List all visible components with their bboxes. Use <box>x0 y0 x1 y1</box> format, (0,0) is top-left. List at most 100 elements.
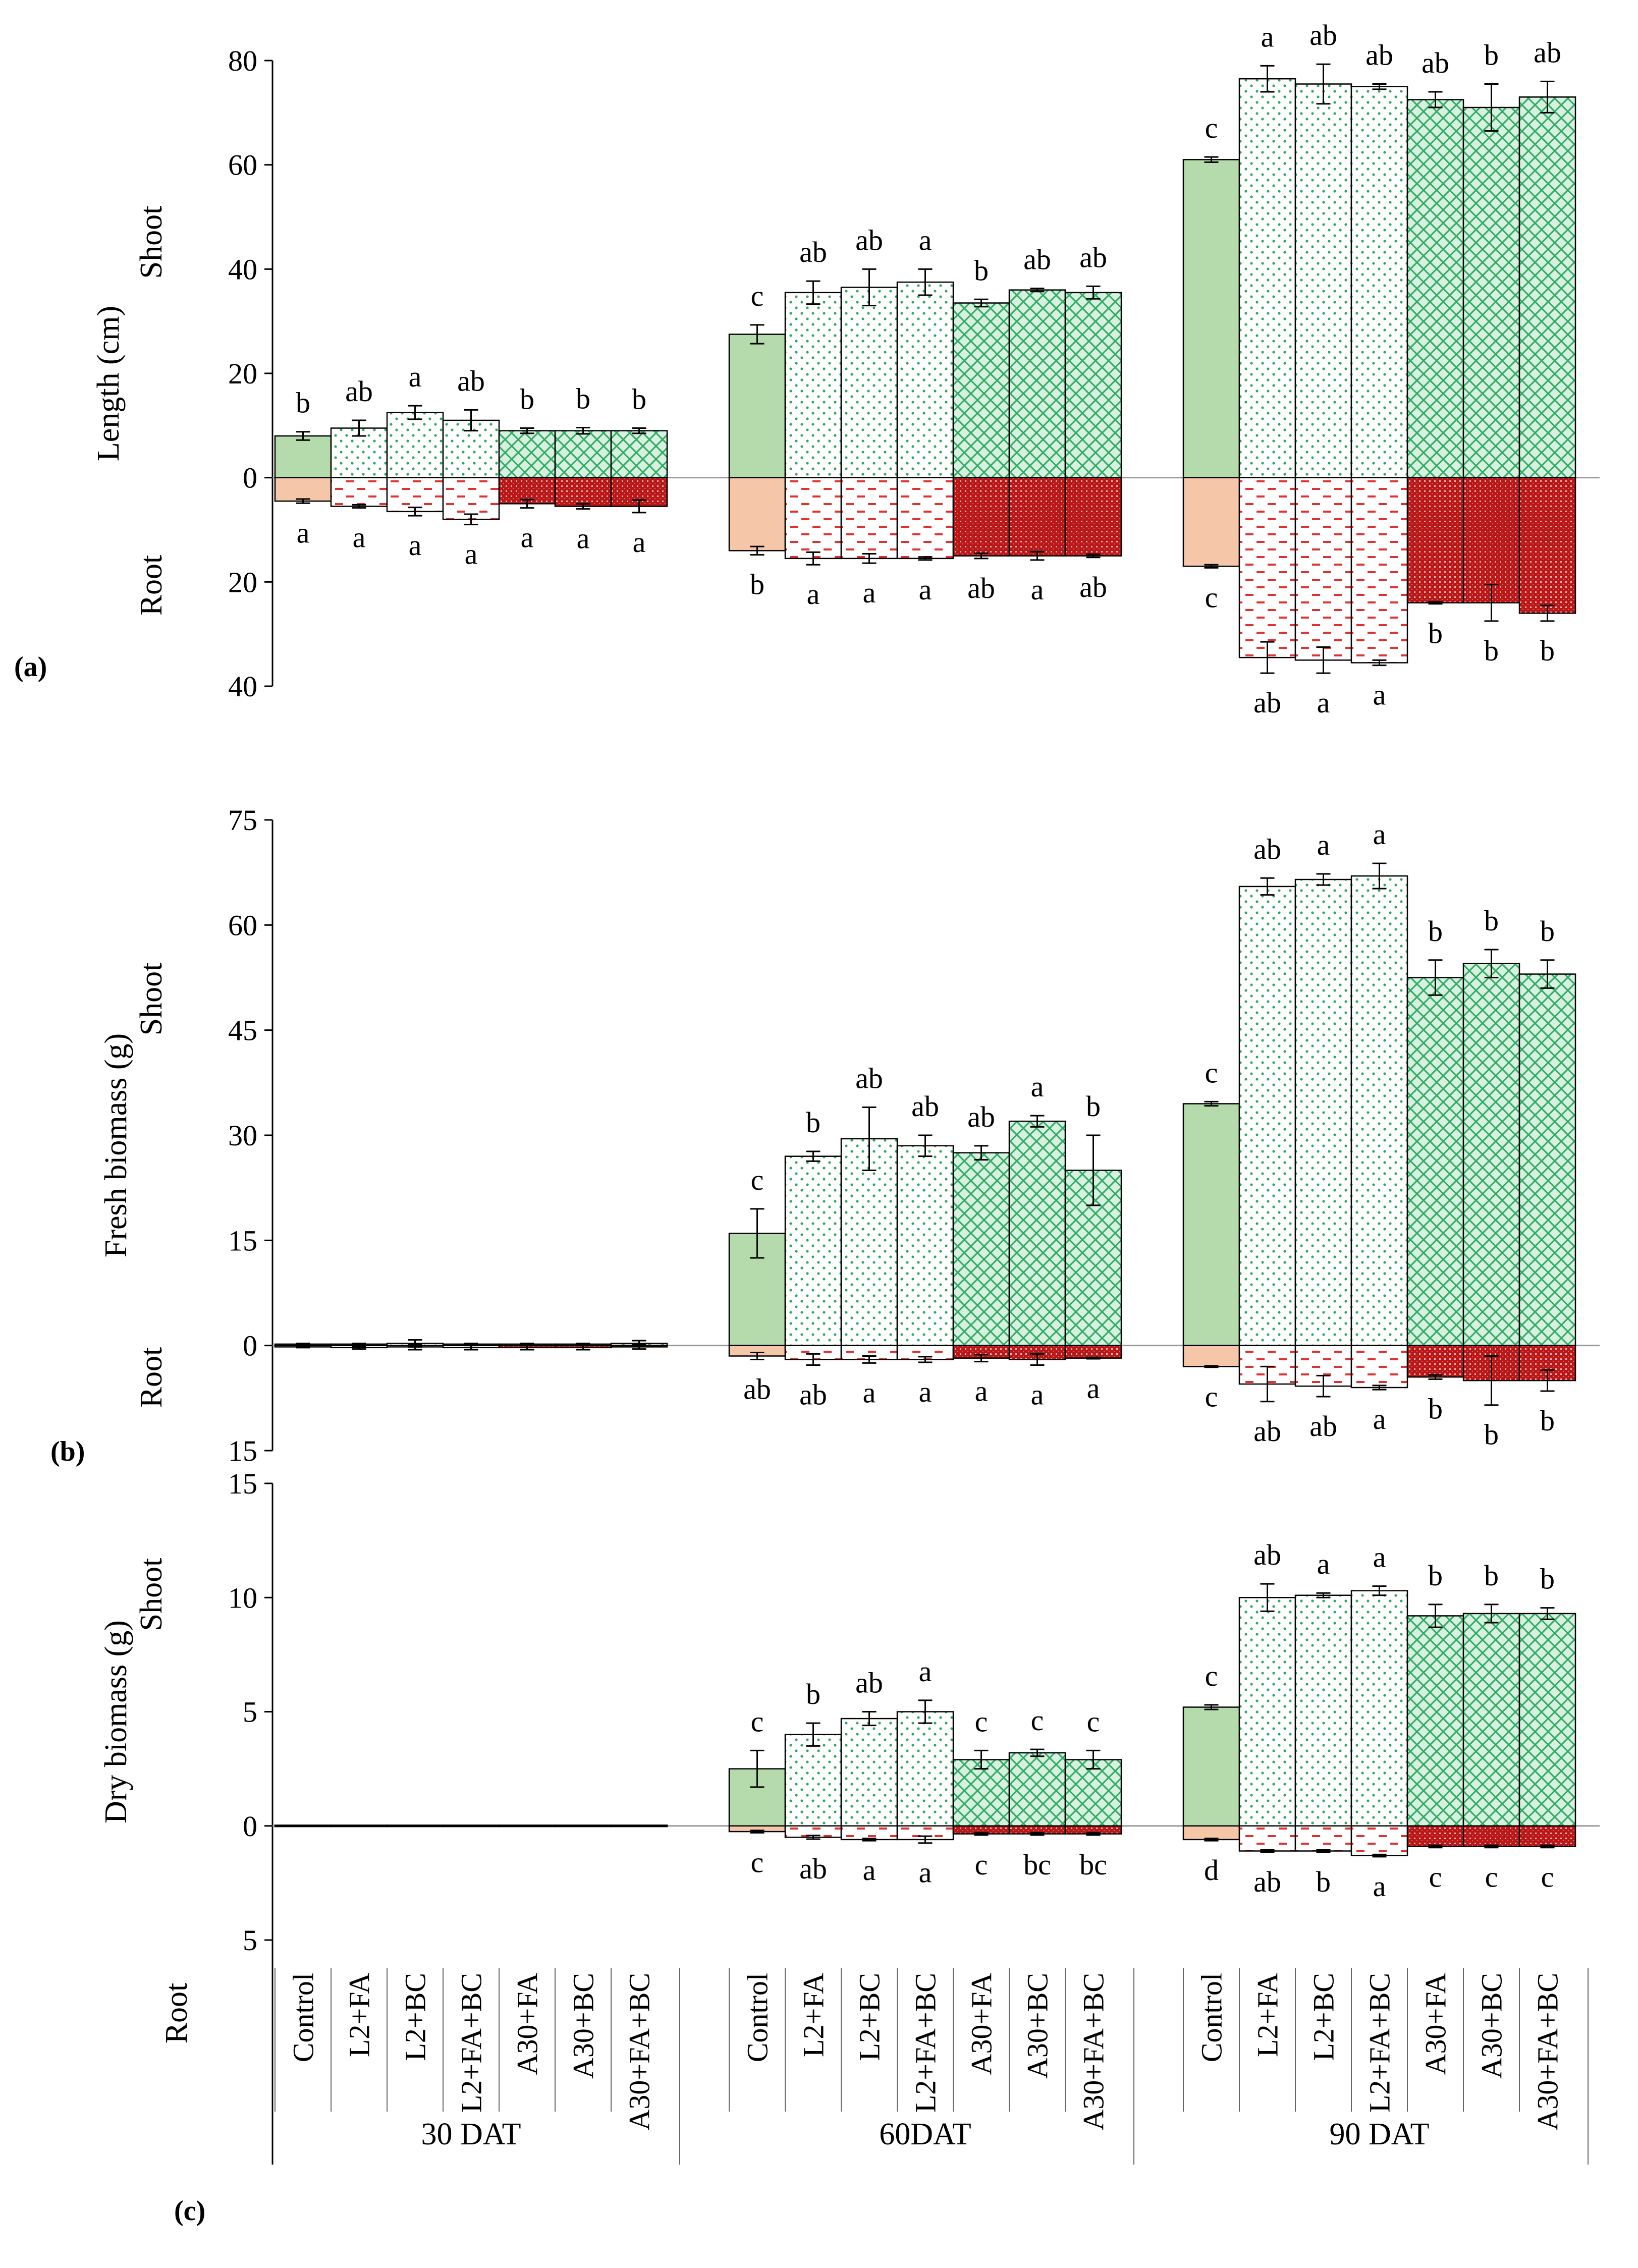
root-bar <box>1406 1825 1464 1847</box>
panel-label: (a) <box>14 651 47 683</box>
root-significance-letter: c <box>1485 1861 1498 1894</box>
shoot-bar <box>896 1145 954 1346</box>
shoot-bar <box>1350 1590 1408 1827</box>
shoot-bar <box>728 334 786 478</box>
root-significance-letter: a <box>1373 679 1386 711</box>
shoot-significance-letter: b <box>1540 1563 1555 1595</box>
root-bar <box>784 477 842 560</box>
shoot-significance-letter: b <box>1540 915 1555 948</box>
shoot-significance-letter: c <box>1205 1659 1218 1692</box>
shoot-bar <box>840 1718 898 1827</box>
category-label: Control <box>741 1973 774 2062</box>
shoot-bar <box>498 430 556 478</box>
root-bar <box>1238 477 1296 658</box>
root-significance-letter: a <box>353 521 366 554</box>
root-significance-letter: a <box>1317 686 1330 719</box>
shoot-bar <box>1518 973 1576 1346</box>
shoot-significance-letter: c <box>751 1164 764 1196</box>
shoot-significance-letter: c <box>751 280 764 312</box>
group-label: 60DAT <box>879 2117 971 2151</box>
category-label: Control <box>1195 1973 1228 2062</box>
root-bar <box>442 477 500 520</box>
root-significance-letter: a <box>1087 1372 1100 1405</box>
category-label: A30+BC <box>1476 1973 1508 2079</box>
shoot-bar <box>1350 86 1408 478</box>
y-tick-label: 15 <box>228 1467 257 1500</box>
shoot-significance-letter: ab <box>345 375 373 408</box>
root-bar <box>1182 1825 1240 1841</box>
root-bar <box>1182 477 1240 567</box>
root-significance-letter: a <box>975 1375 988 1408</box>
category-label: L2+FA <box>343 1973 376 2057</box>
y-tick-label: 20 <box>228 357 257 390</box>
shoot-significance-letter: b <box>1428 1559 1443 1592</box>
shoot-significance-letter: ab <box>855 224 883 256</box>
root-significance-letter: c <box>751 1846 764 1878</box>
shoot-label: Shoot <box>134 963 169 1036</box>
root-significance-letter: c <box>1205 581 1218 614</box>
shoot-significance-letter: ab <box>1023 243 1051 276</box>
category-axis: Control L2+FA L2+BC L2+FA+BC A30+FA A30+BC A30… <box>275 1968 1589 2165</box>
root-significance-letter: ab <box>743 1372 771 1405</box>
shoot-bar <box>896 281 954 478</box>
shoot-bar <box>386 412 444 478</box>
shoot-bar <box>1008 1120 1066 1346</box>
shoot-significance-letter: ab <box>1079 241 1107 273</box>
shoot-bar <box>1238 1597 1296 1827</box>
root-bar <box>498 1825 556 1828</box>
panel-fresh-biomass: 75 60 45 30 15 0 15 Fresh biomass (g)Shoot Root (… <box>50 804 1600 1467</box>
root-bar <box>1518 1825 1576 1847</box>
shoot-bar <box>1182 1103 1240 1346</box>
root-significance-letter: a <box>919 1375 932 1408</box>
root-significance-letter: b <box>750 568 765 601</box>
shoot-significance-letter: ab <box>1253 1538 1281 1571</box>
shoot-bar <box>1008 1752 1066 1827</box>
root-significance-letter: b <box>1484 1418 1499 1451</box>
group-label: 30 DAT <box>421 2117 521 2151</box>
shoot-bar <box>610 430 668 478</box>
root-significance-letter: ab <box>799 1378 827 1411</box>
category-label: A30+FA+BC <box>1077 1973 1110 2131</box>
root-bar <box>330 1825 388 1828</box>
shoot-label: Shoot <box>134 206 169 279</box>
shoot-bar <box>1294 1594 1352 1827</box>
root-bar <box>386 477 444 513</box>
shoot-significance-letter: b <box>296 386 310 419</box>
root-significance-letter: ab <box>1253 1415 1281 1448</box>
shoot-significance-letter: b <box>806 1678 821 1710</box>
y-tick-label: 5 <box>243 1696 257 1729</box>
shoot-significance-letter: a <box>1317 1547 1330 1580</box>
shoot-bar <box>784 1155 842 1346</box>
root-significance-letter: b <box>1316 1865 1331 1898</box>
root-significance-letter: b <box>1540 1404 1555 1437</box>
root-significance-letter: a <box>919 1856 932 1889</box>
root-bar <box>1350 1345 1408 1389</box>
shoot-bar <box>1294 83 1352 478</box>
y-tick-label: 0 <box>243 1810 257 1843</box>
root-significance-letter: a <box>863 1854 876 1887</box>
root-significance-letter: b <box>1428 617 1443 650</box>
y-tick-label: 30 <box>228 1119 257 1152</box>
category-label: L2+BC <box>1307 1973 1340 2061</box>
shoot-significance-letter: ab <box>799 236 827 268</box>
y-tick-label: 75 <box>228 804 257 837</box>
shoot-significance-letter: c <box>975 1705 988 1738</box>
root-bar <box>274 1825 332 1828</box>
panel-label: (b) <box>50 1436 85 1467</box>
root-bar <box>1462 1825 1520 1847</box>
root-bar <box>952 477 1010 557</box>
root-bar <box>1406 477 1464 603</box>
shoot-bar <box>1238 78 1296 478</box>
root-bar <box>1064 477 1122 557</box>
shoot-significance-letter: ab <box>1534 36 1561 69</box>
root-significance-letter: a <box>863 576 876 609</box>
y-axis-title: Length (cm) <box>91 306 126 461</box>
shoot-bar <box>1008 289 1066 478</box>
shoot-significance-letter: ab <box>1422 46 1449 79</box>
root-bar <box>1064 1345 1122 1359</box>
shoot-bar <box>1518 96 1576 478</box>
y-tick-label: 60 <box>228 909 257 942</box>
category-label: A30+BC <box>567 1973 600 2079</box>
